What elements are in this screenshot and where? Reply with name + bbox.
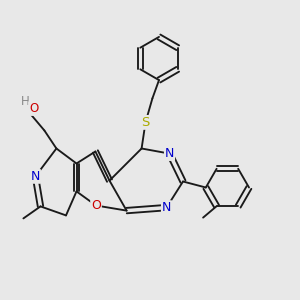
Text: H: H: [21, 95, 30, 108]
Text: O: O: [29, 102, 38, 115]
Text: N: N: [31, 170, 40, 183]
Text: S: S: [141, 116, 150, 129]
Text: N: N: [165, 147, 174, 160]
Text: N: N: [162, 201, 171, 214]
Text: O: O: [91, 199, 101, 212]
